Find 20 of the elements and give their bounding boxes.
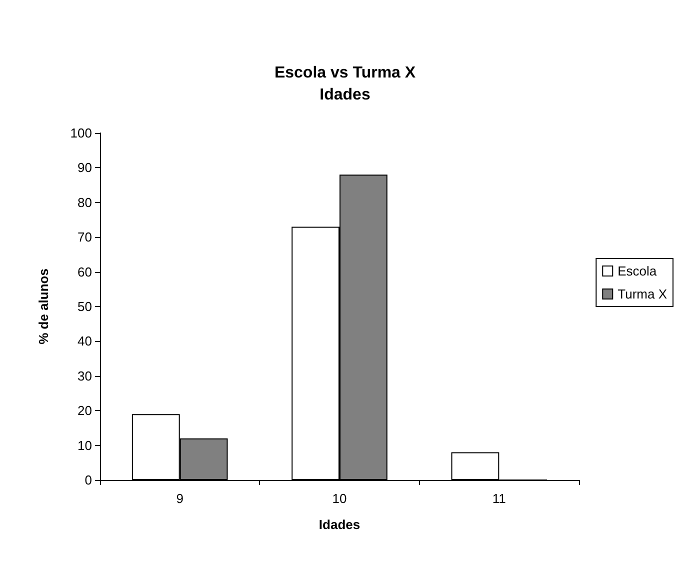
x-axis-title: Idades xyxy=(318,517,360,532)
y-tick-label: 100 xyxy=(70,126,92,140)
legend-label: Turma X xyxy=(618,286,668,302)
x-tick-label: 11 xyxy=(492,491,506,506)
y-tick-label: 80 xyxy=(78,194,92,210)
y-tick-label: 10 xyxy=(78,438,92,453)
y-tick-label: 60 xyxy=(78,264,92,280)
legend-label: Escola xyxy=(618,264,658,278)
x-tick-label: 10 xyxy=(332,491,347,506)
y-axis-title: % de alunos xyxy=(36,268,51,344)
y-tick-label: 90 xyxy=(78,160,92,176)
chart-title: Escola vs Turma X xyxy=(274,64,416,82)
y-tick-label: 0 xyxy=(84,472,92,488)
y-tick-label: 30 xyxy=(78,368,92,384)
x-tick-label: 9 xyxy=(176,491,184,506)
y-tick-label: 20 xyxy=(78,403,92,418)
chart-subtitle: Idades xyxy=(320,86,370,104)
y-tick-label: 40 xyxy=(78,334,92,349)
y-tick-label: 50 xyxy=(78,299,92,314)
y-tick-label: 70 xyxy=(78,230,92,245)
